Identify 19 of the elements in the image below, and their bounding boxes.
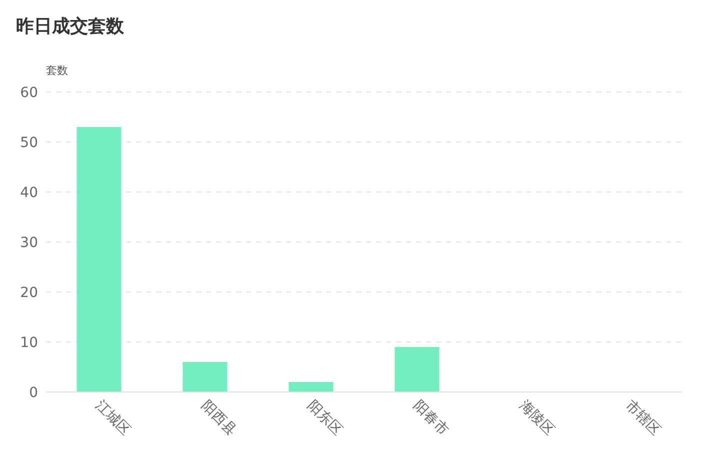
bar — [182, 362, 228, 392]
y-tick-label: 10 — [20, 335, 38, 351]
y-tick-label: 30 — [20, 235, 38, 251]
x-tick-label: 市辖区 — [622, 398, 664, 439]
y-tick-label: 40 — [20, 185, 38, 201]
x-tick-label: 阳东区 — [304, 398, 346, 439]
x-tick-label: 阳春市 — [410, 398, 452, 439]
y-tick-label: 50 — [20, 135, 38, 151]
x-tick-label: 阳西县 — [198, 398, 240, 439]
y-tick-label: 0 — [29, 385, 38, 401]
y-axis-title: 套数 — [46, 64, 68, 77]
bar — [288, 382, 334, 392]
x-tick-label: 海陵区 — [516, 398, 558, 439]
y-tick-label: 20 — [20, 285, 38, 301]
chart-title: 昨日成交套数 — [16, 16, 125, 37]
x-tick-label: 江城区 — [92, 398, 134, 439]
y-tick-label: 60 — [20, 85, 38, 101]
bar — [394, 347, 440, 392]
bar — [76, 127, 122, 392]
